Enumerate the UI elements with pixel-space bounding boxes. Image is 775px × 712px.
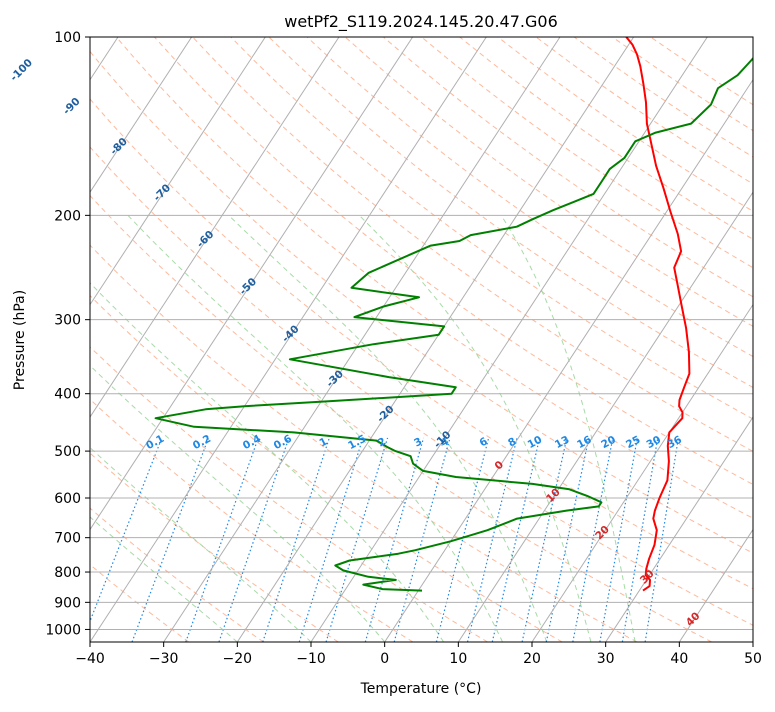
y-tick-label: 800 — [54, 565, 81, 581]
chart-title: wetPf2_S119.2024.145.20.47.G06 — [284, 12, 558, 32]
x-axis-label: Temperature (°C) — [360, 681, 482, 697]
y-tick-label: 700 — [54, 531, 81, 547]
x-tick-label: 40 — [670, 651, 688, 667]
y-tick-label: 600 — [54, 491, 81, 507]
x-tick-label: −30 — [149, 651, 179, 667]
y-tick-label: 200 — [54, 208, 81, 224]
x-tick-label: 30 — [597, 651, 615, 667]
x-tick-label: −40 — [75, 651, 105, 667]
y-tick-label: 900 — [54, 595, 81, 611]
y-tick-label: 100 — [54, 30, 81, 46]
y-tick-label: 300 — [54, 313, 81, 329]
x-tick-label: 20 — [523, 651, 541, 667]
x-tick-label: 10 — [449, 651, 467, 667]
x-tick-label: −20 — [223, 651, 253, 667]
y-tick-label: 400 — [54, 387, 81, 403]
y-axis-label: Pressure (hPa) — [12, 290, 28, 390]
y-tick-label: 500 — [54, 444, 81, 460]
x-tick-label: −10 — [296, 651, 326, 667]
x-tick-label: 0 — [380, 651, 389, 667]
x-tick-label: 50 — [744, 651, 762, 667]
y-tick-label: 1000 — [45, 622, 81, 638]
